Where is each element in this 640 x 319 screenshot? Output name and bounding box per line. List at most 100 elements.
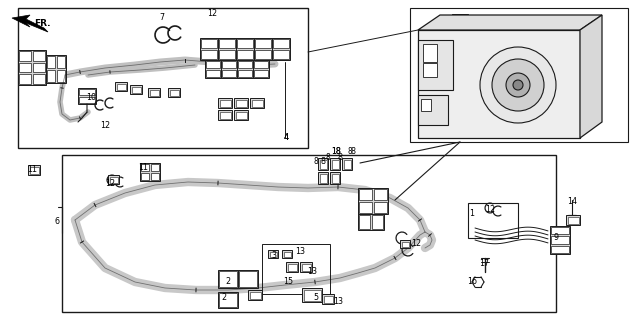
Bar xyxy=(359,189,372,200)
Bar xyxy=(250,98,264,108)
Bar xyxy=(115,82,127,91)
Bar xyxy=(234,110,248,120)
Bar xyxy=(237,50,253,59)
Text: 3: 3 xyxy=(271,250,276,259)
Bar xyxy=(140,163,160,181)
Bar xyxy=(421,99,431,111)
Bar xyxy=(141,164,149,171)
Bar xyxy=(148,88,160,97)
Bar xyxy=(454,16,467,23)
Text: 12: 12 xyxy=(207,9,217,18)
Text: 17: 17 xyxy=(479,259,489,269)
Polygon shape xyxy=(418,30,580,138)
Bar xyxy=(282,250,292,258)
Bar xyxy=(219,271,237,287)
Bar xyxy=(206,70,220,77)
Bar xyxy=(418,95,448,125)
Bar xyxy=(468,203,518,238)
Bar xyxy=(220,100,230,107)
Text: 14: 14 xyxy=(567,197,577,206)
Bar xyxy=(236,38,254,60)
Bar xyxy=(332,160,339,168)
Bar xyxy=(201,50,217,59)
Bar xyxy=(423,44,437,62)
Text: 4: 4 xyxy=(284,132,289,142)
Text: 2: 2 xyxy=(221,293,227,302)
Bar xyxy=(218,292,238,308)
Bar xyxy=(219,293,237,307)
Bar xyxy=(551,246,569,253)
Bar xyxy=(219,50,235,59)
Bar xyxy=(28,165,40,175)
Bar xyxy=(344,160,351,168)
Text: 8: 8 xyxy=(348,146,353,155)
Bar xyxy=(62,155,556,312)
Bar xyxy=(141,173,149,180)
Bar xyxy=(33,63,45,72)
Bar xyxy=(319,174,326,182)
Bar xyxy=(248,290,262,300)
Bar xyxy=(222,70,236,77)
Bar xyxy=(236,112,246,118)
Circle shape xyxy=(480,47,556,123)
Bar xyxy=(318,172,328,184)
Text: 12: 12 xyxy=(411,239,421,248)
Text: 13: 13 xyxy=(333,298,343,307)
Bar xyxy=(332,174,339,182)
Bar xyxy=(250,292,260,299)
Text: 7: 7 xyxy=(159,12,164,21)
Bar xyxy=(566,215,580,225)
Bar xyxy=(234,98,248,108)
Circle shape xyxy=(492,59,544,111)
Circle shape xyxy=(506,73,530,97)
Text: 8: 8 xyxy=(337,152,342,161)
Bar xyxy=(18,50,46,85)
Bar xyxy=(218,98,232,108)
Bar xyxy=(218,110,232,120)
Bar xyxy=(78,88,96,104)
Text: 8: 8 xyxy=(321,158,326,167)
Bar xyxy=(168,88,180,97)
Bar xyxy=(452,14,468,24)
Bar xyxy=(238,70,252,77)
Bar xyxy=(218,38,236,60)
Bar xyxy=(206,61,220,68)
Bar xyxy=(218,270,238,288)
Bar xyxy=(79,89,95,95)
Text: 9: 9 xyxy=(554,233,559,241)
Bar xyxy=(568,217,579,224)
Bar xyxy=(236,100,246,107)
Bar xyxy=(150,90,159,95)
Text: 18: 18 xyxy=(332,146,340,155)
Text: 10: 10 xyxy=(86,93,96,102)
Bar xyxy=(410,8,628,142)
Polygon shape xyxy=(418,15,602,30)
Bar xyxy=(220,112,230,118)
Bar xyxy=(47,56,55,68)
Bar xyxy=(330,172,340,184)
Bar xyxy=(418,40,453,90)
Bar xyxy=(423,63,437,77)
Text: 15: 15 xyxy=(283,278,293,286)
Bar xyxy=(252,100,262,107)
Bar xyxy=(130,85,142,94)
Bar xyxy=(551,236,569,244)
Bar xyxy=(322,294,334,304)
Bar xyxy=(29,167,38,174)
Bar xyxy=(79,97,95,103)
Bar xyxy=(116,84,125,90)
Bar xyxy=(268,250,278,258)
Bar xyxy=(19,63,31,72)
Bar xyxy=(18,8,308,148)
Bar xyxy=(551,227,569,234)
Bar xyxy=(254,70,268,77)
Bar xyxy=(273,39,289,48)
Bar xyxy=(254,61,268,68)
Bar xyxy=(401,241,408,247)
Bar xyxy=(170,90,179,95)
Text: 16: 16 xyxy=(467,278,477,286)
Bar xyxy=(57,56,65,68)
Bar xyxy=(33,74,45,84)
Bar xyxy=(359,202,372,213)
Text: 11: 11 xyxy=(27,166,37,174)
